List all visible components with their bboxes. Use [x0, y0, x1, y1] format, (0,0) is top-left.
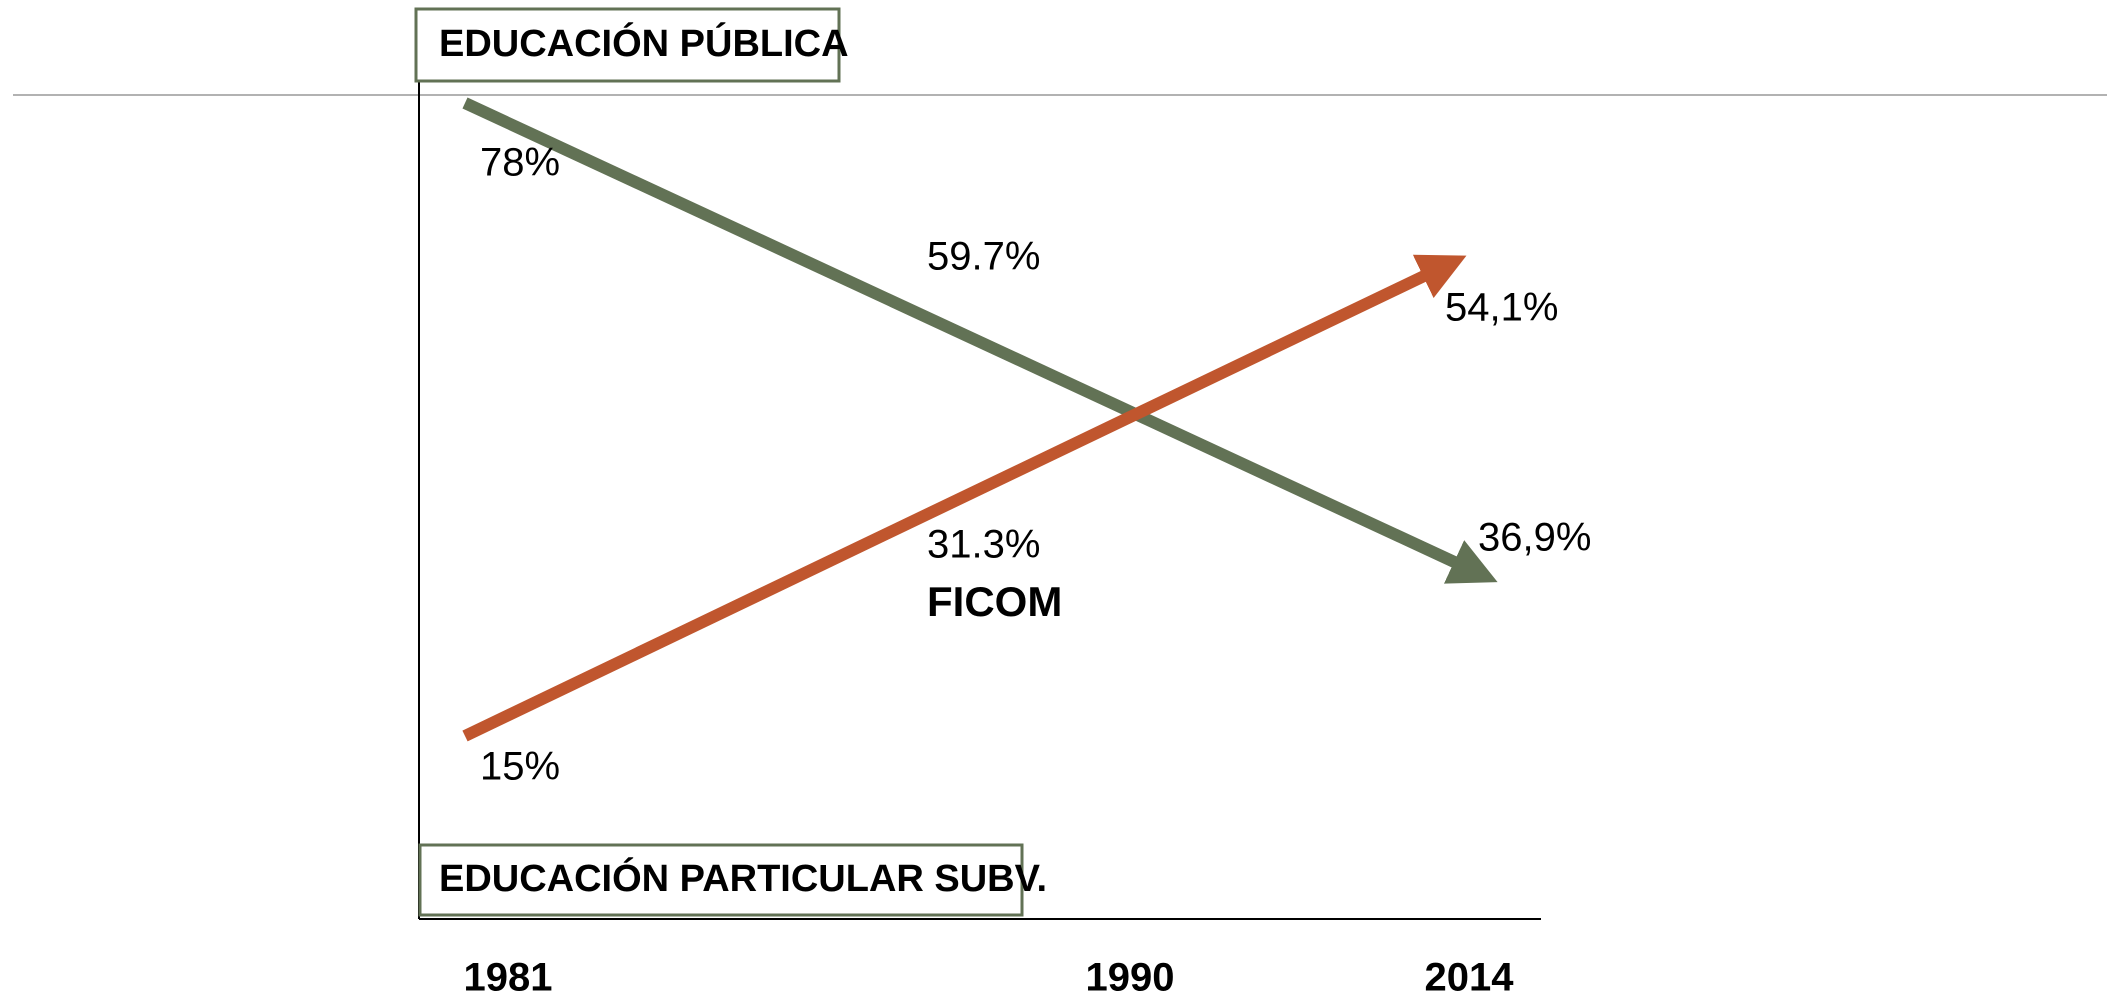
top-box [414, 7, 841, 83]
year: 1990 [1086, 956, 1175, 1000]
particular-arrow [462, 254, 1467, 742]
publica-middle: 59.7% [927, 235, 1040, 279]
particular-start: 15% [480, 745, 560, 789]
publica-start: 78% [480, 141, 560, 185]
top-box-label: EDUCACIÓN PÚBLICA [439, 21, 849, 65]
publica-end: 36,9% [1478, 516, 1591, 560]
year: 2014 [1425, 956, 1515, 1000]
year: 1981 [464, 956, 553, 1000]
particular-name: FICOM [927, 578, 1062, 625]
bottom-box [418, 843, 1024, 917]
particular-middle: 31.3% [927, 523, 1040, 567]
publica-arrow [462, 97, 1498, 584]
particular-end: 54,1% [1445, 286, 1558, 330]
bottom-box-label: EDUCACIÓN PARTICULAR SUBV. [439, 856, 1047, 900]
